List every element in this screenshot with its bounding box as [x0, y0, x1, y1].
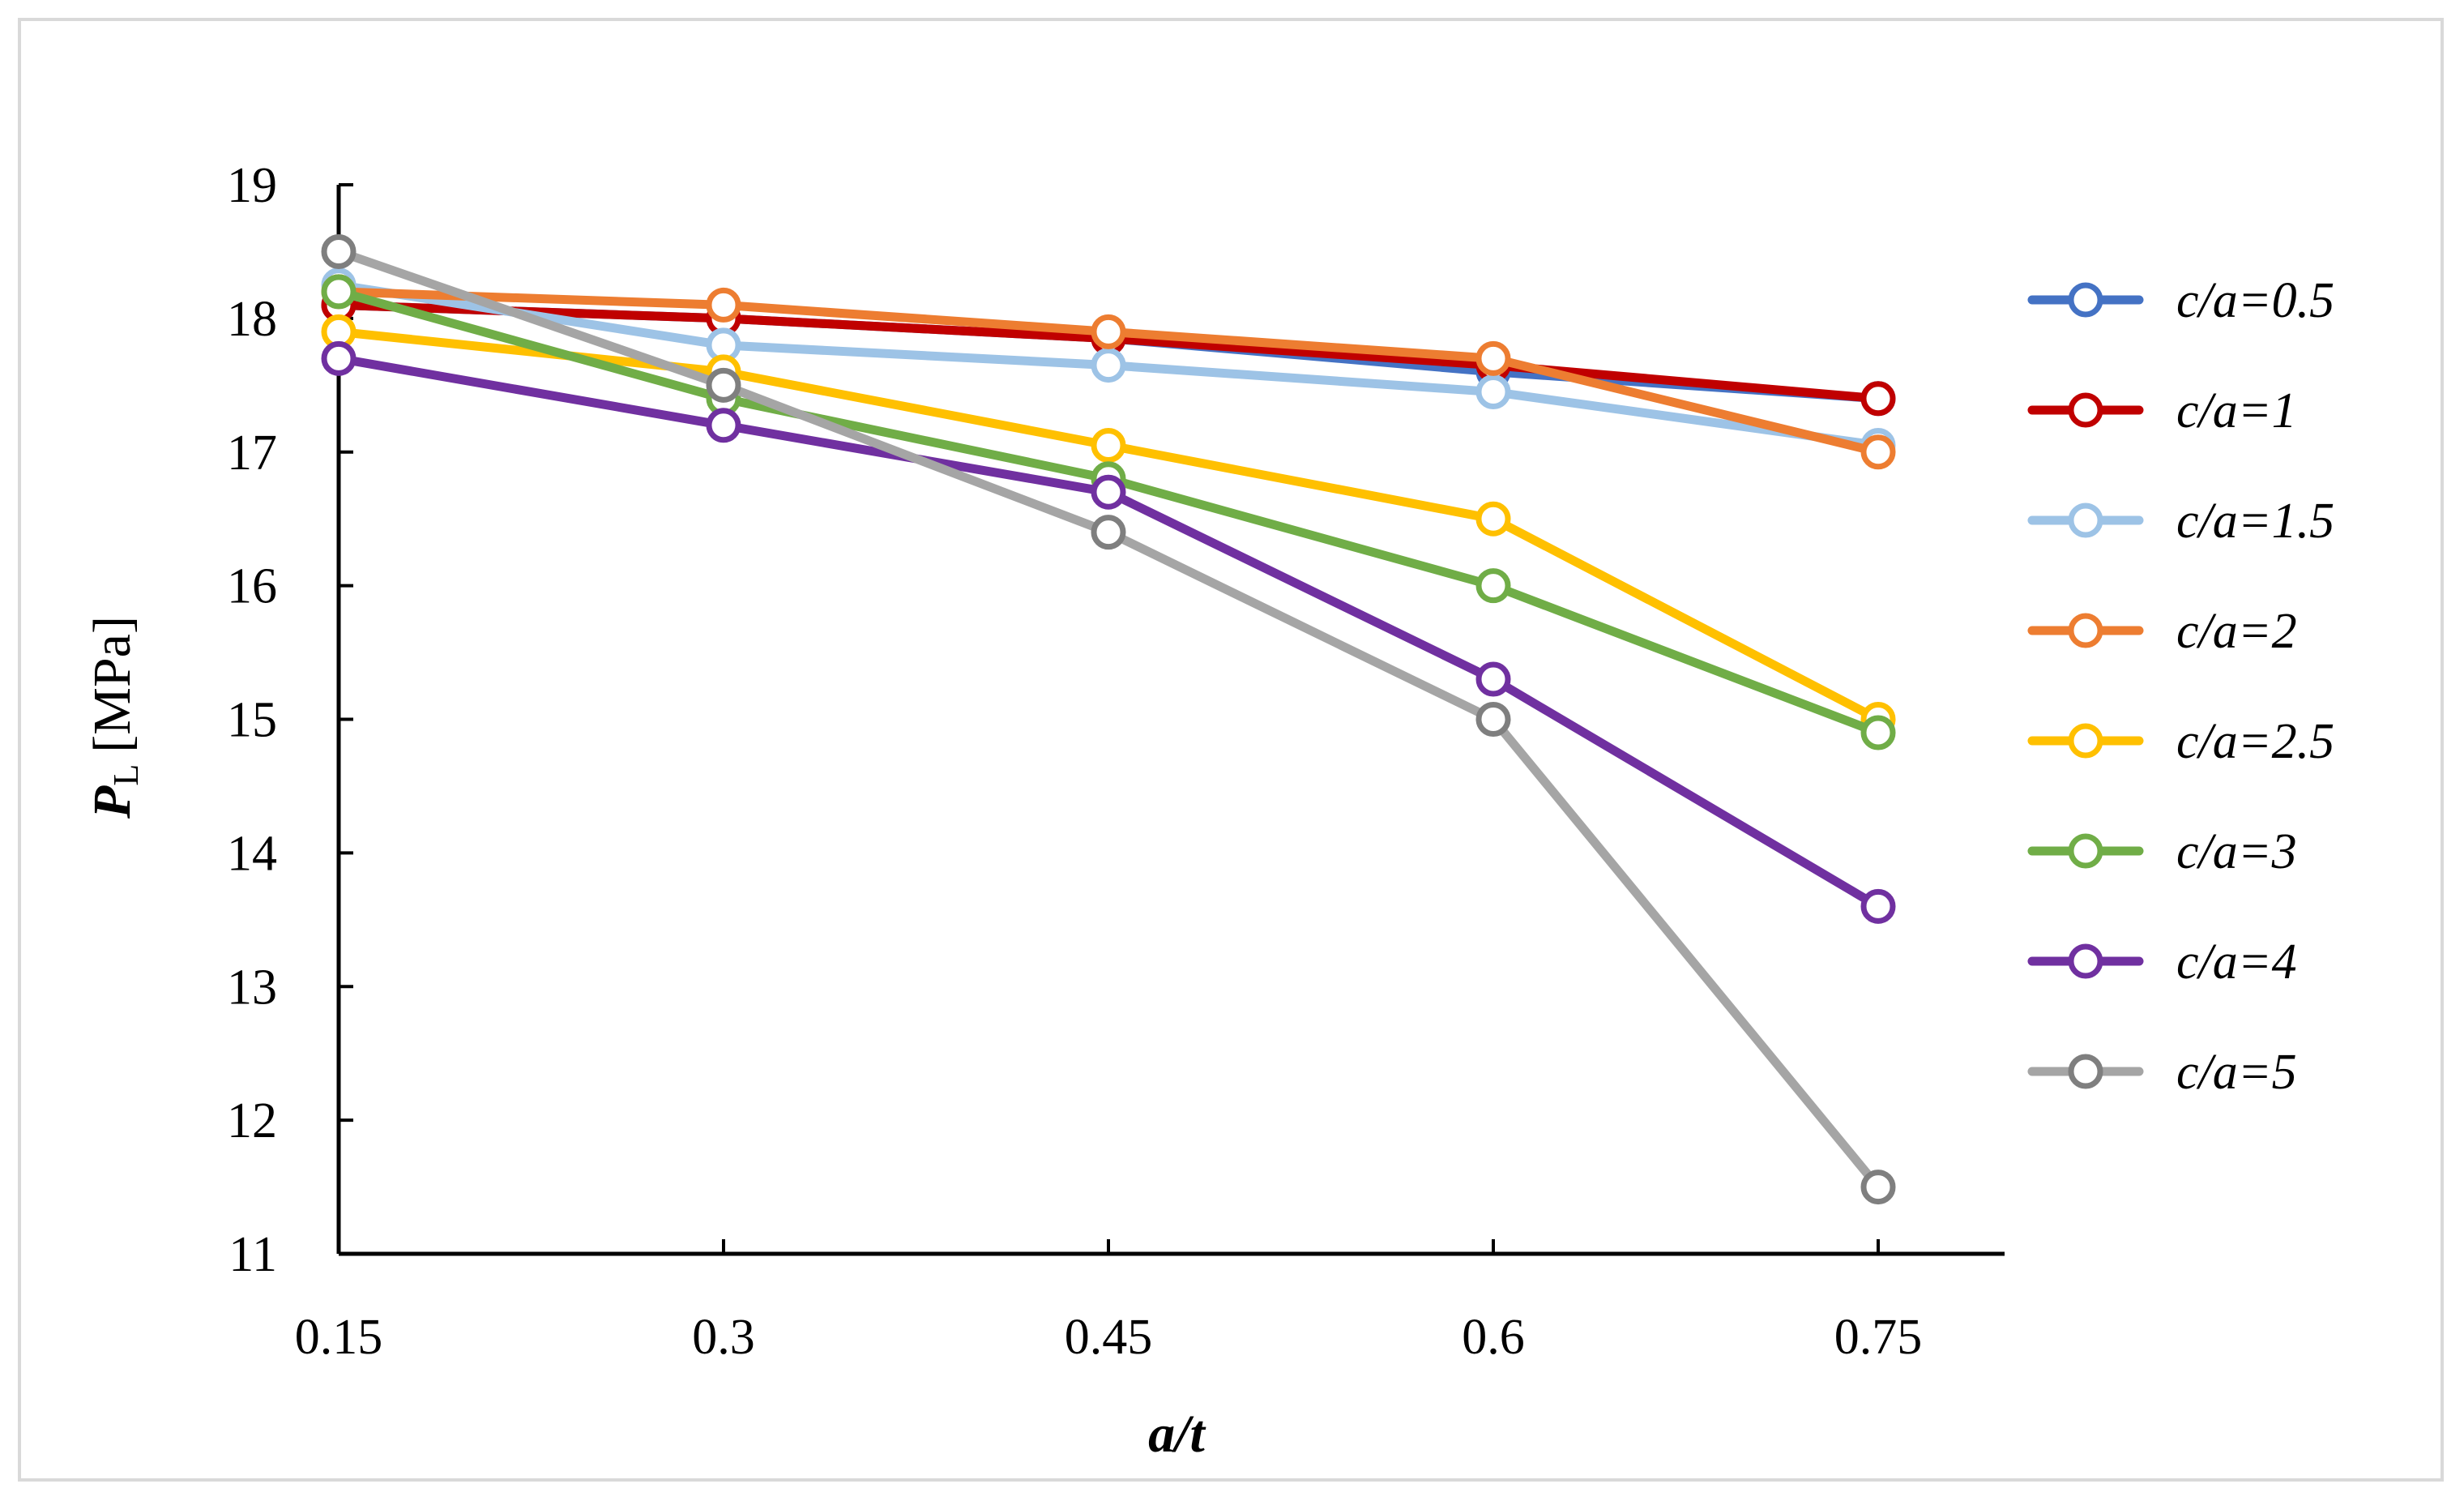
data-point — [1091, 348, 1126, 383]
data-point — [1091, 474, 1126, 510]
data-point — [1860, 381, 1896, 417]
legend-item-c-a-2-5: c/a=2.5 — [2027, 714, 2334, 769]
legend-label: c/a=1 — [2176, 383, 2297, 438]
legend-label: c/a=1.5 — [2176, 494, 2334, 549]
x-axis-title: a/t — [1148, 1405, 1206, 1464]
data-point — [1091, 428, 1126, 464]
legend-label: c/a=2 — [2176, 604, 2297, 659]
data-point — [1091, 314, 1126, 349]
data-point — [706, 408, 741, 443]
data-point — [1860, 715, 1896, 750]
data-point — [1860, 1170, 1896, 1205]
y-tick-label: 17 — [227, 425, 277, 481]
data-point — [321, 274, 357, 310]
y-tick-label: 18 — [227, 292, 277, 347]
legend-item-c-a-5: c/a=5 — [2027, 1045, 2297, 1100]
legend-swatch-marker — [2068, 392, 2103, 428]
legend-label: c/a=3 — [2176, 824, 2297, 879]
data-point — [321, 340, 357, 376]
y-ticks: 11 12 13 14 15 16 17 18 19 — [227, 158, 353, 1282]
data-point — [1475, 374, 1511, 410]
legend-item-c-a-2: c/a=2 — [2027, 604, 2297, 659]
legend-item-c-a-4: c/a=4 — [2027, 934, 2297, 990]
data-point — [321, 233, 357, 269]
x-tick-label: 0.6 — [1462, 1310, 1525, 1365]
x-tick-label: 0.45 — [1065, 1310, 1153, 1365]
legend-label: c/a=5 — [2176, 1045, 2297, 1100]
data-point — [1475, 702, 1511, 737]
legend-swatch-marker — [2068, 943, 2103, 979]
series-group — [321, 233, 1896, 1205]
series-c-a-4 — [321, 340, 1896, 924]
legend-item-c-a-3: c/a=3 — [2027, 824, 2297, 879]
legend-swatch-marker — [2068, 833, 2103, 869]
y-tick-label: 12 — [227, 1093, 277, 1148]
x-tick-label: 0.3 — [692, 1310, 755, 1365]
y-tick-label: 11 — [228, 1227, 277, 1282]
x-tick-label: 0.15 — [295, 1310, 383, 1365]
series-c-a-5 — [321, 233, 1896, 1205]
data-point — [1475, 661, 1511, 697]
y-tick-label: 19 — [227, 158, 277, 213]
y-axis-title-subscript: L — [106, 764, 146, 786]
legend-swatch-marker — [2068, 1054, 2103, 1089]
x-ticks: 0.15 0.3 0.45 0.6 0.75 — [295, 1239, 1923, 1365]
legend-swatch-marker — [2068, 723, 2103, 759]
legend-item-c-a-0-5: c/a=0.5 — [2027, 273, 2334, 328]
legend: c/a=0.5 c/a=1 c/a=1.5 c/a=2 c/a=2.5 c/a=3 c/a=… — [2027, 273, 2334, 1100]
y-axis-title-symbol: P — [83, 785, 142, 819]
data-point — [1475, 501, 1511, 537]
legend-swatch-marker — [2068, 613, 2103, 648]
y-axis-title: PL [MPa] — [83, 616, 146, 819]
legend-item-c-a-1: c/a=1 — [2027, 383, 2297, 438]
legend-label: c/a=2.5 — [2176, 714, 2334, 769]
data-point — [1475, 568, 1511, 604]
legend-swatch-marker — [2068, 282, 2103, 318]
data-point — [706, 367, 741, 403]
data-point — [706, 287, 741, 323]
x-tick-label: 0.75 — [1834, 1310, 1923, 1365]
y-tick-label: 13 — [227, 960, 277, 1015]
data-point — [1475, 340, 1511, 376]
legend-swatch-marker — [2068, 502, 2103, 538]
data-point — [1860, 434, 1896, 470]
series-c-a-2 — [321, 274, 1896, 470]
data-point — [1091, 515, 1126, 550]
y-axis-title-unit: [MPa] — [83, 616, 142, 753]
chart-frame — [18, 18, 2444, 1482]
legend-item-c-a-1-5: c/a=1.5 — [2027, 494, 2334, 549]
y-tick-label: 14 — [227, 826, 277, 881]
legend-label: c/a=4 — [2176, 934, 2297, 990]
y-tick-label: 16 — [227, 559, 277, 614]
legend-label: c/a=0.5 — [2176, 273, 2334, 328]
y-tick-label: 15 — [227, 693, 277, 748]
data-point — [1860, 888, 1896, 924]
